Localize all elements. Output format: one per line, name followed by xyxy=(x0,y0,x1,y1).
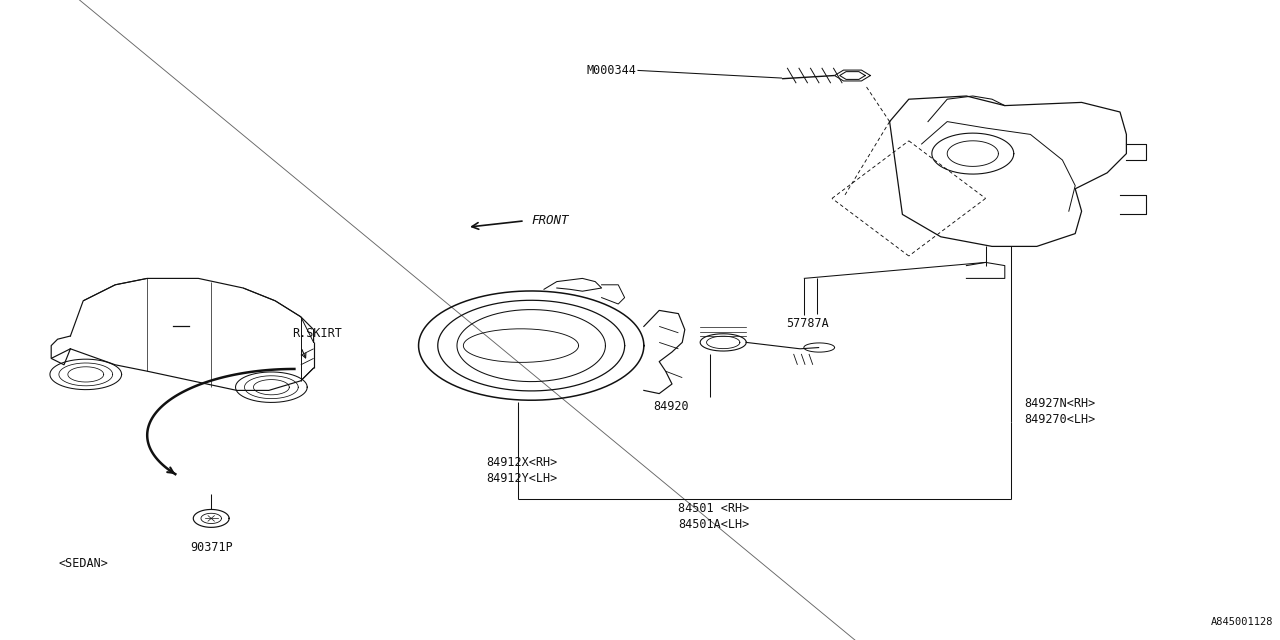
Text: R.SKIRT: R.SKIRT xyxy=(292,328,342,340)
Text: <SEDAN>: <SEDAN> xyxy=(59,557,108,570)
Text: 84912Y<LH>: 84912Y<LH> xyxy=(486,472,558,485)
Text: 84912X<RH>: 84912X<RH> xyxy=(486,456,558,469)
Text: M000344: M000344 xyxy=(586,64,636,77)
Text: 84501 <RH>: 84501 <RH> xyxy=(678,502,750,515)
Text: 84927N<RH>: 84927N<RH> xyxy=(1024,397,1096,410)
Text: 90371P: 90371P xyxy=(189,541,233,554)
Text: 84501A<LH>: 84501A<LH> xyxy=(678,518,750,531)
Text: A845001128: A845001128 xyxy=(1211,617,1274,627)
Text: 57787A: 57787A xyxy=(786,317,828,330)
Text: 84920: 84920 xyxy=(653,400,689,413)
Text: 849270<LH>: 849270<LH> xyxy=(1024,413,1096,426)
Text: FRONT: FRONT xyxy=(531,214,568,227)
